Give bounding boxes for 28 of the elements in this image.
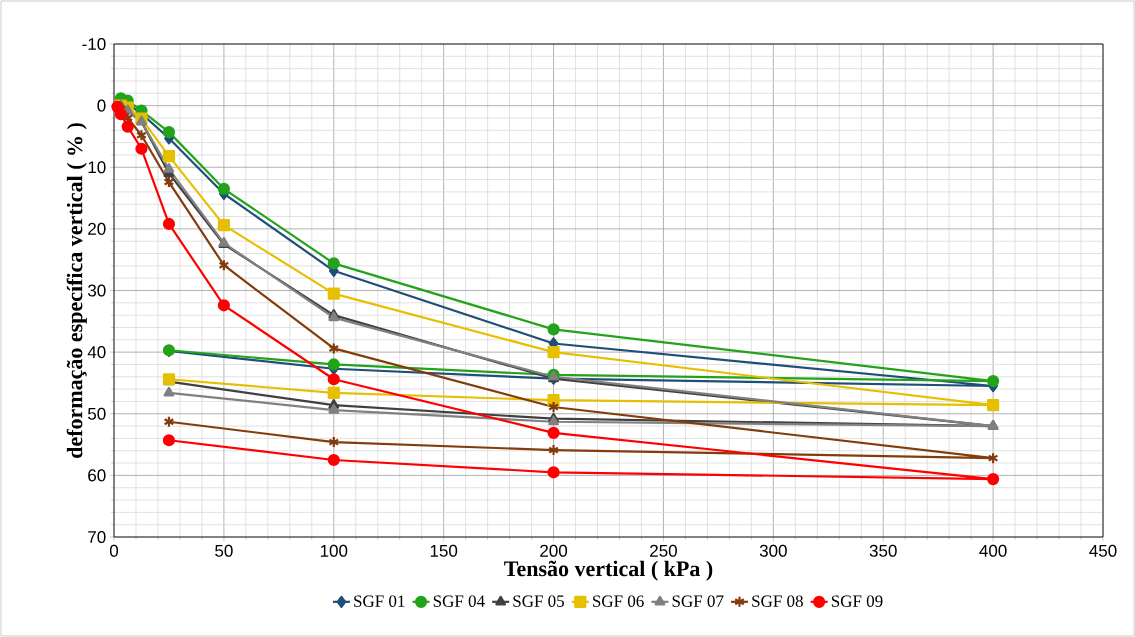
legend-label: SGF 09	[831, 595, 883, 607]
legend-label: SGF 05	[513, 595, 565, 607]
legend-label: SGF 04	[433, 595, 485, 607]
x-tick-label: 450	[1089, 544, 1117, 557]
x-tick-label: 250	[650, 544, 677, 557]
x-axis-title: Tensão vertical ( kPa )	[504, 560, 713, 581]
y-tick-label: 20	[88, 222, 106, 235]
x-tick-label: 50	[215, 544, 233, 557]
legend-label: SGF 07	[672, 595, 724, 607]
y-tick-label: -10	[82, 37, 106, 51]
x-tick-label: 350	[869, 544, 897, 557]
y-tick-label: 50	[88, 407, 106, 420]
x-tick-label: 200	[540, 544, 568, 557]
y-tick-label: 40	[87, 346, 106, 359]
x-tick-label: 400	[979, 544, 1007, 557]
x-tick-label: 100	[320, 544, 348, 557]
x-tick-label: 300	[759, 544, 787, 557]
y-tick-label: 0	[97, 99, 106, 112]
legend-label: SGF 06	[593, 595, 644, 607]
y-tick-label: 60	[88, 469, 106, 482]
y-tick-label: 70	[88, 530, 106, 544]
y-axis-title: deformação específica vertical ( % )	[66, 123, 87, 458]
legend-label: SGF 01	[354, 595, 405, 607]
y-tick-label: 10	[88, 161, 106, 174]
x-tick-label: 0	[109, 544, 119, 557]
x-tick-label: 150	[430, 544, 458, 557]
y-tick-label: 30	[87, 284, 106, 297]
legend-label: SGF 08	[752, 595, 803, 607]
